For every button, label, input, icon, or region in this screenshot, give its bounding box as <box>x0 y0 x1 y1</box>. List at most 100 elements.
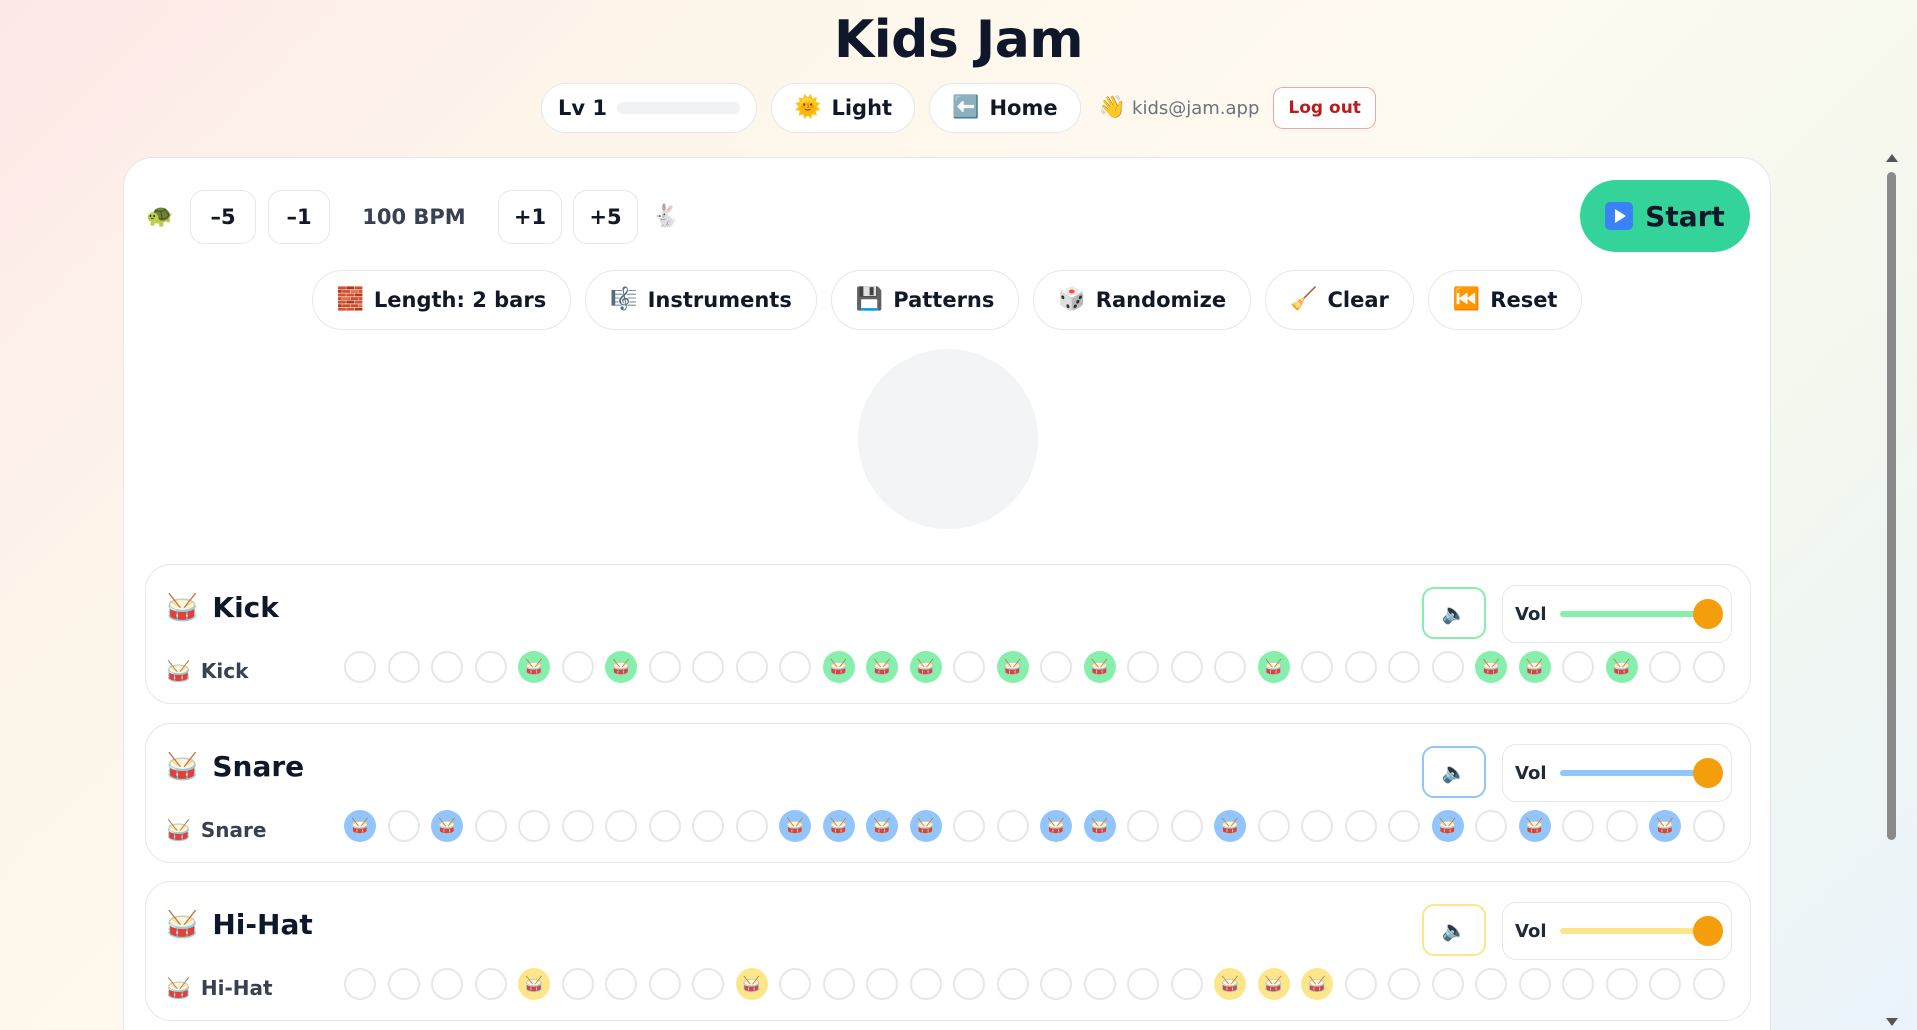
step-cell[interactable] <box>1214 651 1246 683</box>
step-cell[interactable]: 🥁 <box>1083 810 1116 842</box>
step-cell[interactable] <box>1388 651 1420 683</box>
step-cell[interactable]: 🥁 <box>1257 651 1290 683</box>
home-button[interactable]: ⬅️ Home <box>929 83 1081 133</box>
step-cell[interactable] <box>431 968 463 1000</box>
step-cell[interactable] <box>1388 968 1420 1000</box>
step-cell[interactable] <box>431 651 463 683</box>
volume-slider-thumb[interactable] <box>1693 758 1723 788</box>
step-cell[interactable]: 🥁 <box>822 810 855 842</box>
randomize-button[interactable]: 🎲 Randomize <box>1033 270 1252 330</box>
step-cell[interactable]: 🥁 <box>1257 968 1290 1000</box>
step-cell[interactable] <box>387 810 420 842</box>
step-cell[interactable] <box>779 968 811 1000</box>
step-cell[interactable]: 🥁 <box>1518 810 1551 842</box>
step-cell[interactable] <box>387 968 420 1000</box>
step-cell[interactable] <box>1475 968 1507 1000</box>
step-cell[interactable] <box>1170 810 1203 842</box>
step-cell[interactable] <box>1475 810 1507 842</box>
step-cell[interactable] <box>1344 968 1377 1000</box>
scroll-up-arrow-icon[interactable] <box>1886 154 1898 162</box>
step-cell[interactable] <box>1518 968 1551 1000</box>
step-cell[interactable]: 🥁 <box>1431 810 1464 842</box>
step-cell[interactable] <box>692 810 724 842</box>
step-cell[interactable]: 🥁 <box>909 810 942 842</box>
step-cell[interactable] <box>474 810 507 842</box>
step-cell[interactable] <box>1301 651 1333 683</box>
step-cell[interactable] <box>1127 810 1159 842</box>
step-cell[interactable] <box>779 651 811 683</box>
step-cell[interactable] <box>1170 651 1203 683</box>
step-cell[interactable] <box>1692 968 1725 1000</box>
step-cell[interactable]: 🥁 <box>344 810 376 842</box>
step-cell[interactable] <box>1127 968 1159 1000</box>
volume-slider[interactable] <box>1560 916 1723 946</box>
step-cell[interactable]: 🥁 <box>779 810 811 842</box>
step-cell[interactable] <box>518 810 550 842</box>
step-cell[interactable] <box>344 651 376 683</box>
step-cell[interactable] <box>474 968 507 1000</box>
step-cell[interactable]: 🥁 <box>1083 651 1116 683</box>
step-cell[interactable]: 🥁 <box>1214 968 1246 1000</box>
clear-button[interactable]: 🧹 Clear <box>1265 270 1414 330</box>
step-cell[interactable] <box>1040 968 1072 1000</box>
step-cell[interactable] <box>1083 968 1116 1000</box>
tempo-minus-5-button[interactable]: –5 <box>190 190 256 244</box>
volume-slider[interactable] <box>1560 599 1723 629</box>
step-cell[interactable] <box>1344 651 1377 683</box>
volume-slider-thumb[interactable] <box>1693 599 1723 629</box>
step-cell[interactable] <box>605 810 637 842</box>
step-cell[interactable]: 🥁 <box>1518 651 1551 683</box>
reset-button[interactable]: ⏮️ Reset <box>1427 270 1583 330</box>
step-cell[interactable] <box>561 968 594 1000</box>
step-cell[interactable] <box>1257 810 1290 842</box>
step-cell[interactable] <box>996 810 1029 842</box>
step-cell[interactable] <box>1562 651 1594 683</box>
step-cell[interactable]: 🥁 <box>1605 651 1638 683</box>
tempo-plus-1-button[interactable]: +1 <box>498 190 562 244</box>
step-cell[interactable] <box>953 968 985 1000</box>
step-cell[interactable] <box>909 968 942 1000</box>
step-cell[interactable] <box>1649 651 1681 683</box>
step-cell[interactable] <box>1040 651 1072 683</box>
theme-toggle-button[interactable]: 🌞 Light <box>771 83 916 133</box>
step-cell[interactable] <box>344 968 376 1000</box>
step-cell[interactable]: 🥁 <box>866 651 898 683</box>
step-cell[interactable]: 🥁 <box>1040 810 1072 842</box>
step-cell[interactable]: 🥁 <box>1214 810 1246 842</box>
mute-button[interactable]: 🔈 <box>1422 587 1486 639</box>
step-cell[interactable]: 🥁 <box>1649 810 1681 842</box>
step-cell[interactable] <box>1344 810 1377 842</box>
mute-button[interactable]: 🔈 <box>1422 746 1486 798</box>
step-cell[interactable]: 🥁 <box>909 651 942 683</box>
volume-slider-thumb[interactable] <box>1693 916 1723 946</box>
step-cell[interactable] <box>1649 968 1681 1000</box>
step-cell[interactable] <box>1431 968 1464 1000</box>
tempo-minus-1-button[interactable]: –1 <box>268 190 330 244</box>
step-cell[interactable] <box>1605 810 1638 842</box>
step-cell[interactable] <box>1388 810 1420 842</box>
tempo-plus-5-button[interactable]: +5 <box>573 190 638 244</box>
step-cell[interactable]: 🥁 <box>605 651 637 683</box>
scrollbar-thumb[interactable] <box>1887 172 1896 840</box>
patterns-button[interactable]: 💾 Patterns <box>830 270 1020 330</box>
step-cell[interactable]: 🥁 <box>996 651 1029 683</box>
step-cell[interactable] <box>822 968 855 1000</box>
step-cell[interactable]: 🥁 <box>518 968 550 1000</box>
step-cell[interactable] <box>735 810 768 842</box>
step-cell[interactable] <box>605 968 637 1000</box>
step-cell[interactable] <box>1605 968 1638 1000</box>
step-cell[interactable] <box>1301 810 1333 842</box>
mute-button[interactable]: 🔈 <box>1422 904 1486 956</box>
volume-slider[interactable] <box>1560 758 1723 788</box>
step-cell[interactable]: 🥁 <box>1475 651 1507 683</box>
step-cell[interactable] <box>1127 651 1159 683</box>
step-cell[interactable]: 🥁 <box>1301 968 1333 1000</box>
step-cell[interactable] <box>735 651 768 683</box>
step-cell[interactable] <box>953 651 985 683</box>
step-cell[interactable] <box>866 968 898 1000</box>
step-cell[interactable] <box>561 651 594 683</box>
step-cell[interactable]: 🥁 <box>866 810 898 842</box>
step-cell[interactable] <box>561 810 594 842</box>
step-cell[interactable]: 🥁 <box>735 968 768 1000</box>
step-cell[interactable] <box>1431 651 1464 683</box>
